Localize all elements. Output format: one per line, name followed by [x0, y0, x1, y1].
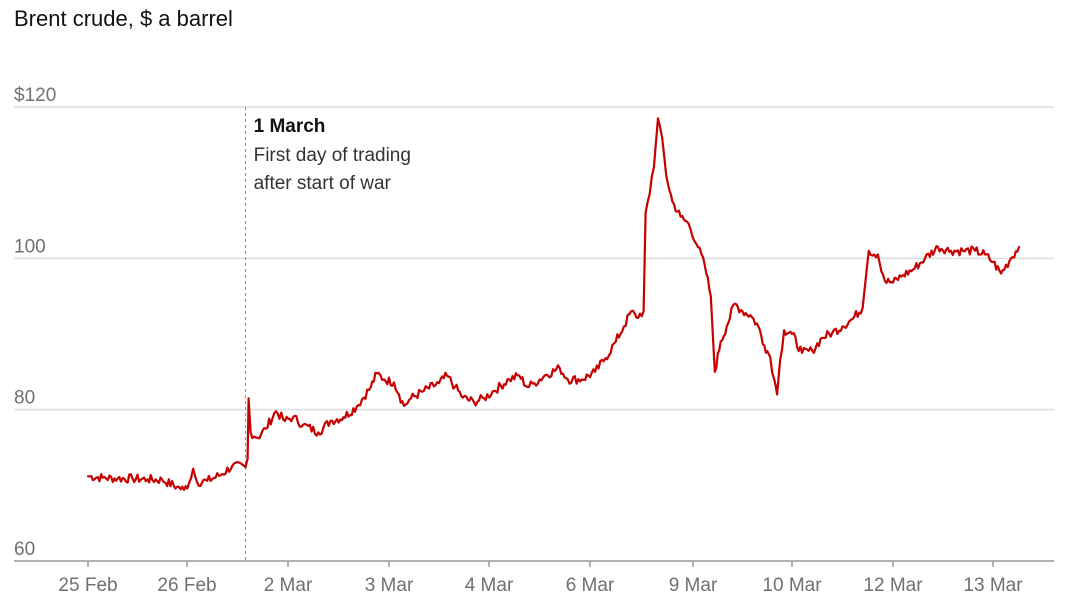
series-layer — [86, 117, 1021, 491]
y-tick-label: $120 — [14, 85, 56, 106]
x-tick-label: 25 Feb — [58, 575, 117, 596]
y-axis-ticks: $120 100 80 60 — [14, 85, 56, 560]
annotation-title: 1 March — [254, 116, 326, 137]
x-tick-label: 26 Feb — [157, 575, 216, 596]
series-line-0 — [86, 117, 1021, 491]
war-annotation: 1 March First day of trading after start o… — [245, 107, 411, 561]
chart-title: Brent crude, $ a barrel — [14, 6, 233, 31]
y-tick-label: 100 — [14, 236, 46, 257]
x-tick-label: 13 Mar — [963, 575, 1023, 596]
x-axis-ticks: 25 Feb 26 Feb 2 Mar 3 Mar 4 Mar 6 Mar 9 Mar 10 … — [58, 561, 1023, 596]
x-tick-label: 2 Mar — [264, 575, 313, 596]
x-tick-label: 4 Mar — [465, 575, 514, 596]
x-tick-label: 6 Mar — [566, 575, 615, 596]
gridlines — [14, 106, 1054, 562]
annotation-text: after start of war — [254, 173, 392, 194]
y-tick-label: 80 — [14, 388, 35, 409]
y-tick-label: 60 — [14, 539, 35, 560]
x-tick-label: 10 Mar — [762, 575, 822, 596]
x-tick-label: 3 Mar — [365, 575, 414, 596]
x-tick-label: 12 Mar — [863, 575, 923, 596]
annotation-text: First day of trading — [254, 145, 411, 166]
x-tick-label: 9 Mar — [669, 575, 718, 596]
